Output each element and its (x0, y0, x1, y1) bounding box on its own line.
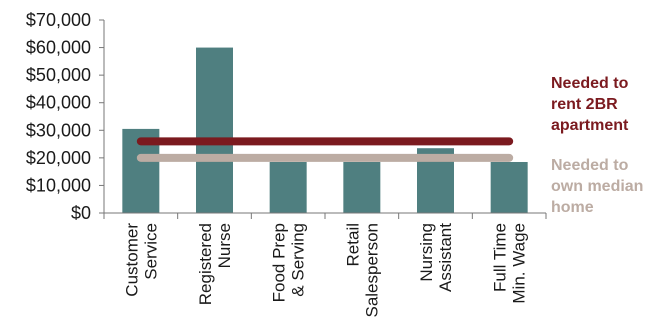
annotations: Needed to rent 2BR apartment Needed to own m… (551, 75, 643, 216)
bar (196, 47, 233, 214)
x-tick-label-line: Salesperson (362, 223, 381, 318)
reference-lines (136, 137, 514, 162)
y-tick-label: $70,000 (26, 10, 91, 30)
x-tick-label-line: Service (141, 223, 160, 280)
y-tick-label: $10,000 (26, 175, 91, 195)
y-tick-label: $30,000 (26, 120, 91, 140)
reference-line-label: Needed to (551, 157, 629, 174)
x-tick-label-line: Min. Wage (510, 223, 529, 304)
x-tick-label-line: Customer (122, 223, 141, 297)
bars (122, 47, 528, 214)
reference-line-label: Needed to (551, 75, 629, 92)
bar (343, 161, 381, 213)
reference-line-label: rent 2BR (551, 96, 618, 113)
x-tick-label: Nursing Assistant (417, 223, 455, 292)
x-tick-label: Food Prep & Serving (270, 223, 308, 302)
x-tick-label: Full Time Min. Wage (491, 223, 529, 304)
x-tick-label-line: & Serving (289, 223, 308, 297)
x-tick-label-line: Food Prep (270, 223, 289, 302)
reference-line-label: own median (551, 178, 643, 195)
x-tick-label-line: Assistant (436, 223, 455, 292)
y-tick-label: $20,000 (26, 148, 91, 168)
x-tick-label-line: Retail (343, 223, 362, 266)
x-tick-label-line: Nurse (215, 223, 234, 268)
y-axis: $0 $10,000 $20,000 $30,000 $40,000 $50,000 $60… (26, 10, 105, 223)
y-tick-label: $60,000 (26, 38, 91, 58)
y-tick-label: $0 (71, 203, 91, 223)
x-tick-label-line: Nursing (417, 223, 436, 282)
x-tick-label: Retail Salesperson (343, 223, 381, 318)
y-tick-label: $50,000 (26, 65, 91, 85)
x-tick-label: Customer Service (122, 223, 160, 297)
x-tick-label-line: Full Time (491, 223, 510, 292)
x-tick-label-line: Registered (196, 223, 215, 305)
bar (269, 161, 307, 213)
x-axis: Customer Service Registered Nurse Food Prep &… (103, 212, 547, 318)
y-tick-label: $40,000 (26, 93, 91, 113)
x-tick-label: Registered Nurse (196, 223, 234, 305)
reference-line-label: apartment (551, 117, 629, 134)
bar (490, 161, 528, 213)
reference-line-label: home (551, 199, 594, 216)
